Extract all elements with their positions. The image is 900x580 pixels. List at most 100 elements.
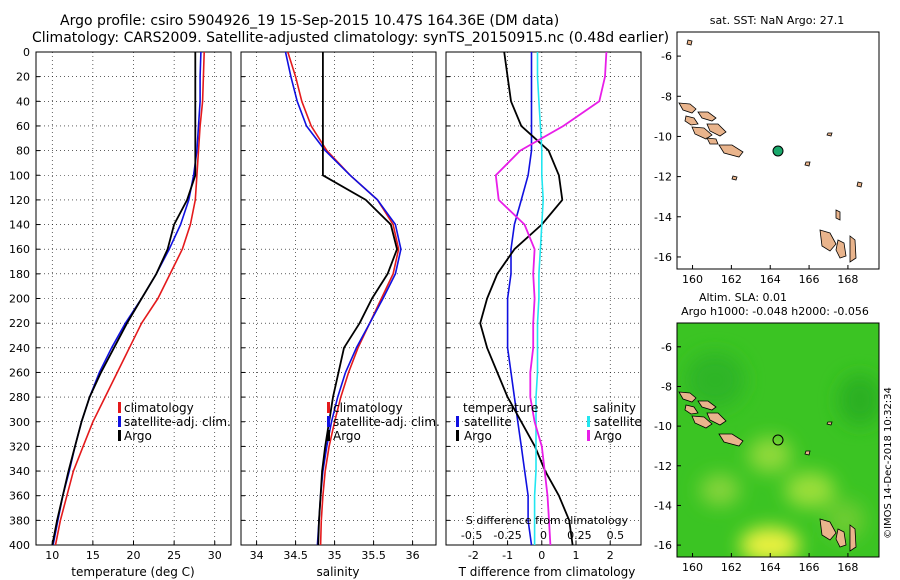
- legend-swatch-satellite: [118, 416, 121, 427]
- legend-swatch-argo: [327, 430, 330, 441]
- difference-xlabel: T difference from climatology: [458, 565, 636, 579]
- depth-tick-label: 160: [9, 243, 30, 256]
- map-x-tick-label: 160: [682, 273, 703, 286]
- map-y-tick-label: -14: [654, 499, 672, 512]
- legend-swatch-temperature-argo: [456, 430, 459, 441]
- legend-swatch-climatology: [118, 402, 121, 413]
- salinity-panel: [240, 51, 437, 546]
- difference-salinity-satellite-line: [533, 52, 545, 545]
- depth-tick-label: 340: [9, 465, 30, 478]
- legend-swatch-salinity-satellite: [587, 416, 590, 427]
- footer-timestamp: ©IMOS 14-Dec-2018 10:32:34: [883, 387, 894, 539]
- difference-salinity-argo-line: [494, 52, 608, 545]
- map-x-tick-label: 164: [760, 273, 781, 286]
- x-tick-label: 34.5: [283, 549, 308, 562]
- map-x-tick-label: 162: [721, 561, 742, 574]
- depth-tick-label: 20: [16, 71, 30, 84]
- island: [684, 404, 699, 415]
- legend-label: Argo: [124, 429, 152, 443]
- temperature-argo-line: [51, 52, 197, 545]
- island: [856, 181, 863, 188]
- sla-blob: [700, 474, 740, 506]
- sla-map: [677, 323, 879, 557]
- sla-blob: [685, 352, 745, 408]
- island: [804, 161, 811, 167]
- legend-label: Argo: [464, 429, 492, 443]
- depth-tick-label: 360: [9, 490, 30, 503]
- map-x-tick-label: 164: [760, 561, 781, 574]
- sla-blob: [740, 527, 800, 557]
- x-tick-label: 2: [607, 549, 614, 562]
- top-x-tick-label: -0.5: [461, 529, 482, 542]
- x-tick-label: 35: [328, 549, 342, 562]
- x-tick-label: 25: [167, 549, 181, 562]
- depth-tick-label: 0: [23, 46, 30, 59]
- top-x-tick-label: 0.5: [607, 529, 625, 542]
- depth-tick-label: 400: [9, 539, 30, 552]
- island: [804, 450, 811, 456]
- map-y-tick-label: -12: [654, 171, 672, 184]
- island: [849, 235, 857, 263]
- difference-panel: [445, 51, 642, 546]
- temperature-climatology-line: [54, 52, 205, 545]
- top-x-tick-label: -0.25: [493, 529, 521, 542]
- grid-layer: [36, 51, 641, 546]
- line-layer: [51, 52, 608, 545]
- island: [686, 39, 693, 46]
- depth-tick-label: 320: [9, 440, 30, 453]
- island: [691, 415, 713, 429]
- tick-layer: 0204060801001201401601802002202402602803…: [9, 46, 624, 562]
- map-y-tick-label: -6: [661, 341, 672, 354]
- legend-swatch-salinity-argo: [587, 430, 590, 441]
- sst-map-coastlines: [678, 39, 863, 263]
- legend-label: satellite-adj. clim.: [333, 415, 440, 429]
- x-tick-label: 36: [406, 549, 420, 562]
- salinity-satellite-adj-clim--line: [284, 52, 402, 545]
- depth-tick-label: 180: [9, 268, 30, 281]
- salinity-argo-line: [317, 52, 398, 545]
- x-tick-label: 20: [127, 549, 141, 562]
- map-y-tick-label: -12: [654, 460, 672, 473]
- legend-label: satellite: [464, 415, 512, 429]
- sla-map-axes: 160 162 164 166 168 -6 -8 -10 -12 -14 -16: [654, 341, 858, 574]
- sla-map-coastlines: [678, 391, 857, 552]
- map-x-tick-label: 166: [799, 273, 820, 286]
- island: [691, 126, 713, 140]
- legend-label: Argo: [594, 429, 622, 443]
- sla-map-title-line2: Argo h1000: -0.048 h2000: -0.056: [681, 305, 869, 318]
- map-y-tick-label: -10: [654, 420, 672, 433]
- depth-tick-label: 120: [9, 194, 30, 207]
- map-y-tick-label: -6: [661, 50, 672, 63]
- legend-swatch-argo: [118, 430, 121, 441]
- island: [706, 137, 719, 145]
- depth-tick-label: 240: [9, 342, 30, 355]
- map-x-tick-label: 162: [721, 273, 742, 286]
- depth-tick-label: 280: [9, 391, 30, 404]
- salinity-climatology-line: [287, 52, 400, 545]
- temperature-series-group: [51, 52, 205, 545]
- legend-header-salinity: salinity: [593, 401, 636, 415]
- legend-label: Argo: [333, 429, 361, 443]
- argo-location-marker: [772, 145, 784, 157]
- map-y-tick-label: -16: [654, 539, 672, 552]
- temperature-xlabel: temperature (deg C): [71, 565, 194, 579]
- island: [678, 102, 697, 114]
- temperature-panel: [35, 51, 232, 546]
- sla-blob: [785, 472, 835, 508]
- map-x-tick-label: 160: [682, 561, 703, 574]
- island: [819, 229, 837, 252]
- top-x-tick-label: 0.25: [567, 529, 592, 542]
- sla-blob: [748, 437, 792, 473]
- map-x-tick-label: 166: [799, 561, 820, 574]
- map-y-tick-label: -16: [654, 251, 672, 264]
- depth-tick-label: 100: [9, 169, 30, 182]
- island: [678, 391, 697, 403]
- island: [835, 528, 847, 548]
- map-y-tick-label: -10: [654, 130, 672, 143]
- sla-anomaly-field: [685, 352, 879, 557]
- depth-tick-label: 40: [16, 95, 30, 108]
- island: [835, 209, 841, 221]
- island: [826, 421, 833, 426]
- x-tick-label: 35.5: [361, 549, 386, 562]
